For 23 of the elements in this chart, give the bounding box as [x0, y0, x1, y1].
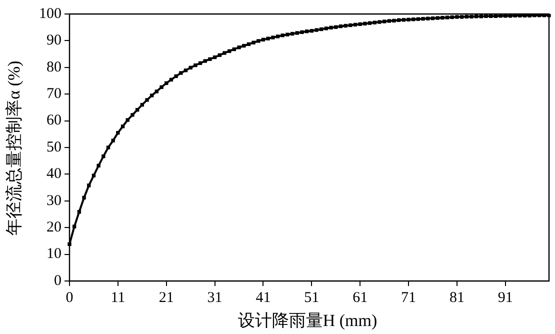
x-tick-label: 31: [207, 290, 222, 306]
y-tick-label: 0: [54, 272, 62, 289]
x-tick-label: 41: [256, 290, 271, 306]
y-tick-label: 50: [46, 139, 62, 156]
x-tick-label: 81: [449, 290, 464, 306]
y-tick-label: 20: [46, 220, 62, 236]
y-axis-title: 年径流总量控制率α (%): [4, 60, 24, 236]
y-tick-label: 40: [46, 166, 62, 182]
y-tick-label: 30: [46, 192, 62, 209]
y-tick-label: 100: [39, 6, 62, 22]
x-tick-label: 51: [304, 290, 320, 306]
y-tick-label: 10: [46, 246, 62, 262]
x-tick-label: 11: [110, 290, 126, 306]
y-tick-label: 90: [46, 32, 62, 49]
x-tick-label: 21: [158, 290, 174, 306]
y-tick-label: 60: [46, 112, 62, 129]
y-tick-label: 70: [46, 86, 62, 102]
y-tick-label: 80: [46, 59, 62, 76]
x-axis-title: 设计降雨量H (mm): [236, 310, 378, 332]
x-tick-label: 0: [66, 290, 74, 306]
x-tick-label: 61: [352, 290, 368, 306]
x-tick-label: 71: [401, 290, 416, 306]
x-tick-label: 91: [498, 290, 513, 306]
